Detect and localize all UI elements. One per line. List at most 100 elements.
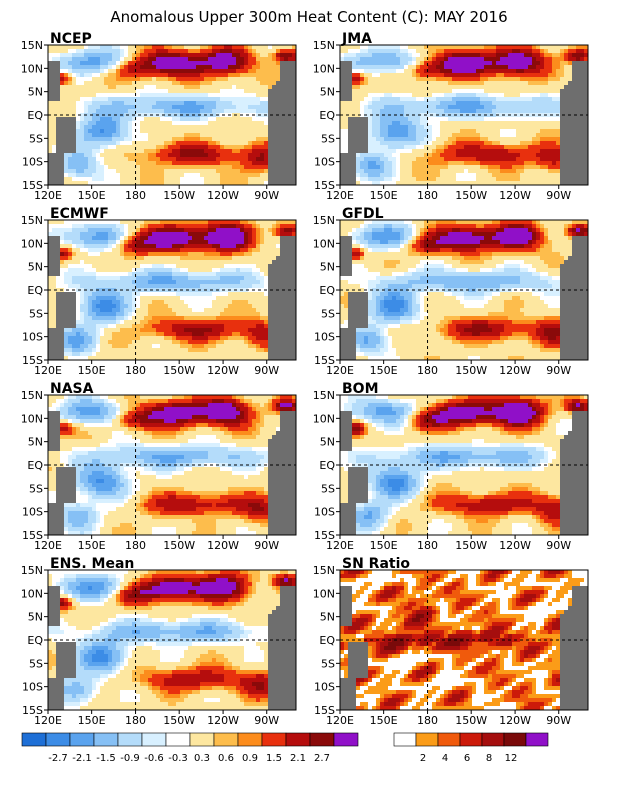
colorbar-swatch — [189, 732, 215, 747]
latitude-tick-label: 5S — [29, 657, 43, 670]
longitude-tick-label: 150E — [78, 189, 106, 202]
longitude-tick-label: 180 — [417, 714, 438, 727]
panel-label: NASA — [50, 381, 94, 397]
latitude-tick-label: 15S — [22, 529, 43, 542]
anomaly-colorbar: -2.7 -2.1 -1.5 -0.9 -0.6 -0.3 0.3 0.6 0.9 1.5 2.1 2… — [21, 732, 359, 764]
panel-label: ECMWF — [50, 206, 109, 222]
colorbar-label: -2.1 — [72, 753, 92, 764]
colorbar-swatch — [415, 732, 439, 747]
heat-field — [48, 395, 296, 535]
latitude-tick-label: 15S — [314, 704, 335, 717]
latitude-tick-label: 10N — [313, 412, 335, 425]
heat-field — [48, 45, 296, 185]
latitude-tick-label: 5N — [28, 611, 43, 624]
latitude-tick-label: 10S — [314, 681, 335, 694]
ratio-colorbar: 2 4 6 8 12 — [393, 732, 549, 764]
latitude-tick-label: 5N — [320, 86, 335, 99]
longitude-tick-label: 150E — [370, 364, 398, 377]
longitude-tick-label: 120W — [499, 364, 531, 377]
latitude-tick-label: 5S — [29, 307, 43, 320]
colorbar-swatch — [117, 732, 143, 747]
longitude-tick-label: 120E — [326, 714, 354, 727]
longitude-tick-label: 180 — [417, 189, 438, 202]
colorbar-label: -2.7 — [48, 753, 68, 764]
latitude-tick-label: 15S — [314, 354, 335, 367]
longitude-tick-label: 150W — [455, 539, 487, 552]
longitude-tick-label: 120W — [207, 714, 239, 727]
longitude-tick-label: 150E — [78, 364, 106, 377]
longitude-tick-label: 120E — [34, 364, 62, 377]
panel-label: BOM — [342, 381, 379, 397]
colorbar-label: 0.3 — [194, 753, 210, 764]
longitude-tick-label: 120E — [326, 539, 354, 552]
colorbar-swatch — [459, 732, 483, 747]
latitude-tick-label: 5S — [321, 657, 335, 670]
latitude-tick-label: 5N — [28, 261, 43, 274]
colorbar-swatch — [437, 732, 461, 747]
latitude-tick-label: 15N — [313, 564, 335, 577]
colorbar-label: 4 — [442, 753, 448, 764]
latitude-tick-label: 5N — [320, 261, 335, 274]
longitude-tick-label: 180 — [417, 364, 438, 377]
latitude-tick-label: 10S — [22, 156, 43, 169]
longitude-tick-label: 150W — [455, 189, 487, 202]
colorbar-label: 2 — [420, 753, 426, 764]
longitude-tick-label: 150W — [163, 714, 195, 727]
longitude-tick-label: 120W — [207, 364, 239, 377]
colorbar-label: 1.5 — [266, 753, 282, 764]
longitude-tick-label: 90W — [546, 189, 571, 202]
latitude-tick-label: 15S — [314, 179, 335, 192]
latitude-tick-label: 10S — [22, 506, 43, 519]
colorbar-label: 6 — [464, 753, 470, 764]
latitude-tick-label: 10N — [21, 237, 43, 250]
longitude-tick-label: 120W — [207, 189, 239, 202]
colorbar-swatch — [141, 732, 167, 747]
latitude-tick-label: 5S — [321, 132, 335, 145]
longitude-tick-label: 90W — [254, 714, 279, 727]
latitude-tick-label: 5N — [320, 611, 335, 624]
colorbar-label: 2.1 — [290, 753, 306, 764]
colorbar-swatch — [333, 732, 359, 747]
latitude-tick-label: 15N — [21, 39, 43, 52]
longitude-tick-label: 150E — [78, 714, 106, 727]
latitude-tick-label: 15N — [21, 214, 43, 227]
latitude-tick-label: 5S — [321, 482, 335, 495]
latitude-tick-label: EQ — [319, 109, 335, 122]
latitude-tick-label: 15S — [22, 704, 43, 717]
longitude-tick-label: 150E — [370, 539, 398, 552]
colorbar-swatch — [165, 732, 191, 747]
latitude-tick-label: EQ — [319, 459, 335, 472]
longitude-tick-label: 150E — [370, 189, 398, 202]
latitude-tick-label: EQ — [319, 634, 335, 647]
latitude-tick-label: EQ — [27, 284, 43, 297]
longitude-tick-label: 120W — [499, 539, 531, 552]
longitude-tick-label: 120W — [207, 539, 239, 552]
colorbar-swatch — [261, 732, 287, 747]
longitude-tick-label: 180 — [125, 539, 146, 552]
colorbar-label: 0.6 — [218, 753, 234, 764]
longitude-tick-label: 180 — [125, 714, 146, 727]
latitude-tick-label: 5S — [321, 307, 335, 320]
longitude-tick-label: 150W — [455, 714, 487, 727]
longitude-tick-label: 150E — [370, 714, 398, 727]
longitude-tick-label: 90W — [546, 714, 571, 727]
latitude-tick-label: EQ — [27, 634, 43, 647]
latitude-tick-label: 15N — [313, 39, 335, 52]
longitude-tick-label: 90W — [254, 364, 279, 377]
latitude-tick-label: 5N — [28, 86, 43, 99]
longitude-tick-label: 180 — [417, 539, 438, 552]
longitude-tick-label: 150E — [78, 539, 106, 552]
latitude-tick-label: EQ — [319, 284, 335, 297]
heat-field — [340, 220, 588, 360]
longitude-tick-label: 150W — [163, 189, 195, 202]
longitude-tick-label: 90W — [546, 364, 571, 377]
longitude-tick-label: 120E — [34, 714, 62, 727]
panel-label: GFDL — [342, 206, 384, 222]
latitude-tick-label: 5S — [29, 132, 43, 145]
